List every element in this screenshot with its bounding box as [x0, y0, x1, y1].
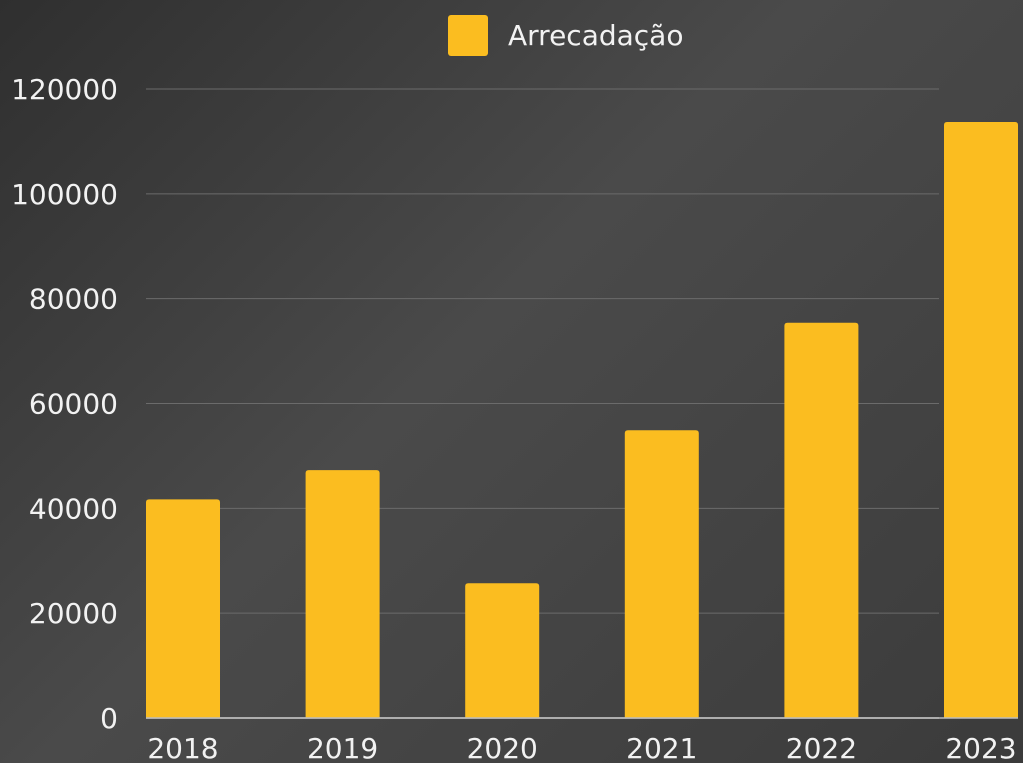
- y-tick-label: 100000: [11, 178, 118, 211]
- bar-2018: [146, 499, 220, 718]
- x-tick-label: 2022: [786, 732, 857, 763]
- x-tick-label: 2020: [467, 732, 538, 763]
- bar-2023: [944, 122, 1018, 718]
- legend: Arrecadação: [448, 15, 683, 56]
- x-tick-label: 2023: [945, 732, 1016, 763]
- x-axis-ticks: 2018 2019 2020 2021 2022 2023: [147, 732, 1016, 763]
- x-tick-label: 2019: [307, 732, 378, 763]
- y-tick-label: 20000: [29, 597, 118, 630]
- y-axis-ticks: 0 20000 40000 60000 80000 100000 120000: [11, 73, 118, 735]
- legend-swatch: [448, 15, 488, 56]
- bar-2021: [625, 430, 699, 718]
- x-tick-label: 2021: [626, 732, 697, 763]
- bar-2019: [306, 470, 380, 718]
- legend-label: Arrecadação: [508, 19, 683, 52]
- bar-2020: [465, 583, 539, 718]
- y-tick-label: 40000: [29, 492, 118, 525]
- bars: [146, 122, 1018, 718]
- y-tick-label: 120000: [11, 73, 118, 106]
- y-tick-label: 60000: [29, 388, 118, 421]
- bar-2022: [784, 323, 858, 718]
- y-tick-label: 80000: [29, 283, 118, 316]
- y-tick-label: 0: [100, 702, 118, 735]
- x-tick-label: 2018: [147, 732, 218, 763]
